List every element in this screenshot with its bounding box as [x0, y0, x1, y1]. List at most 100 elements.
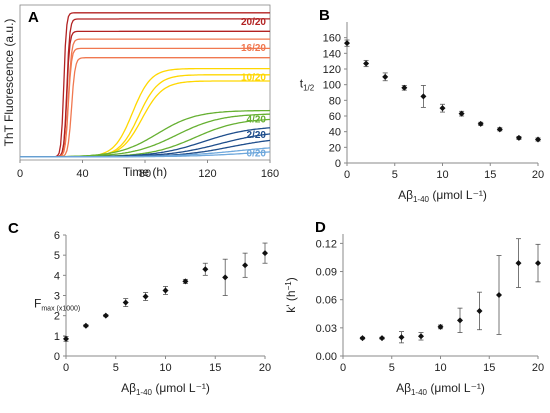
- data-point: [363, 60, 370, 67]
- y-tick-label: 0.06: [316, 295, 337, 307]
- data-point: [420, 93, 427, 100]
- data-point: [457, 317, 463, 324]
- data-point: [535, 136, 541, 143]
- curve-16-20-3: [20, 57, 270, 158]
- x-tick-label: 5: [392, 169, 398, 181]
- y-tick-label: 80: [329, 95, 341, 107]
- panel-letter-d: D: [315, 219, 326, 236]
- x-axis-label-main: Aβ: [398, 188, 413, 202]
- series-0-20: [20, 147, 271, 158]
- x-tick-label: 15: [209, 362, 221, 374]
- data-point: [382, 73, 389, 80]
- series-label: 4/20: [247, 114, 267, 125]
- curve-16-20-1: [20, 38, 270, 158]
- data-point: [535, 260, 541, 267]
- y-axis-label: ThT Fluorescence (a.u.): [2, 19, 16, 147]
- x-tick-label: 160: [261, 168, 279, 180]
- x-tick-label: 0: [17, 168, 23, 180]
- data-point: [202, 266, 209, 273]
- y-axis-label-main: t: [300, 77, 304, 91]
- y-axis-label-end: ): [284, 277, 298, 281]
- x-tick-label: 15: [484, 169, 496, 181]
- panel-letter-a: A: [28, 9, 39, 26]
- plot-frame-a: [19, 4, 271, 161]
- x-axis-label: Aβ1-40 (μmol L⁻¹): [398, 188, 487, 204]
- series-16-20: [20, 38, 270, 158]
- x-axis-label-sub: 1-40: [411, 388, 428, 397]
- x-axis-label-sub: 1-40: [413, 195, 430, 204]
- x-axis-label-main: Aβ: [396, 381, 411, 395]
- x-axis-label-unit: (μmol L⁻¹): [429, 188, 487, 202]
- panel-letter-c: C: [8, 220, 19, 237]
- data-point: [515, 260, 522, 267]
- curve-2-20-1: [20, 127, 271, 158]
- curve-10-20-3: [20, 80, 270, 158]
- data-point: [82, 322, 89, 329]
- y-tick-label: 140: [323, 48, 341, 60]
- panel-b: 0 5 10 15 20 0 20 40 60 80 100 120 140 160 Aβ1-40 (μmo…: [300, 7, 544, 204]
- data-point: [437, 323, 444, 330]
- data-point: [344, 40, 350, 47]
- data-point: [242, 262, 249, 269]
- y-axis-label: Fmax (x1000): [34, 297, 80, 313]
- y-tick-label: 0.12: [316, 238, 337, 250]
- curve-20-20-3: [20, 30, 270, 158]
- y-tick-label: 0.03: [316, 323, 337, 335]
- x-tick-label: 20: [532, 362, 544, 374]
- x-tick-label: 15: [483, 362, 495, 374]
- y-tick-label: 0: [54, 351, 60, 363]
- data-point: [162, 287, 169, 294]
- y-tick-label: 0: [335, 158, 341, 170]
- data-point: [262, 250, 268, 257]
- x-axis-label-sub: 1-40: [136, 388, 153, 397]
- y-tick-label: 0.09: [316, 267, 337, 279]
- x-axis-label-unit: (μmol L⁻¹): [152, 381, 210, 395]
- curve-4-20-2: [20, 113, 271, 158]
- x-axis-label-main: Aβ: [121, 381, 136, 395]
- y-axis-label-main: k' (h: [284, 290, 298, 312]
- x-tick-label: 20: [532, 169, 544, 181]
- y-tick-label: 3: [54, 291, 60, 303]
- data-point: [496, 292, 502, 298]
- x-tick-label: 10: [434, 362, 446, 374]
- series-20-20: [20, 12, 270, 158]
- data-point: [496, 126, 503, 133]
- data-point: [63, 335, 69, 342]
- data-point: [122, 299, 129, 306]
- x-tick-label: 120: [198, 168, 216, 180]
- x-axis-label: Aβ1-40 (μmol L⁻¹): [396, 381, 485, 397]
- data-point: [182, 278, 189, 285]
- x-tick-label: 0: [344, 169, 350, 181]
- data-point: [222, 274, 229, 281]
- series-label: 2/20: [247, 130, 267, 141]
- series-label: 16/20: [241, 43, 266, 54]
- x-tick-label: 40: [76, 168, 88, 180]
- y-axis-label-sub: max (x1000): [41, 306, 80, 313]
- x-tick-label: 5: [389, 362, 395, 374]
- y-axis-label: k' (h−1): [284, 277, 298, 312]
- series-label: 10/20: [241, 73, 266, 84]
- y-tick-label: 2: [54, 311, 60, 323]
- x-axis-label: Aβ1-40 (μmol L⁻¹): [121, 381, 210, 397]
- data-point: [398, 334, 405, 341]
- y-axis-label: t1/2: [300, 77, 315, 93]
- y-tick-label: 5: [54, 250, 60, 262]
- panel-a: 20/20 16/20 10/20 4/20 2/20 0/20 0 40 80 120 160 Ti…: [2, 4, 279, 180]
- data-point: [102, 312, 109, 319]
- x-tick-label: 0: [63, 362, 69, 374]
- x-tick-label: 20: [259, 362, 271, 374]
- y-axis-label-sup: −1: [284, 281, 293, 291]
- x-axis-label-unit: (μmol L⁻¹): [427, 381, 485, 395]
- data-point: [476, 307, 483, 314]
- y-tick-label: 120: [323, 64, 341, 76]
- y-tick-label: 20: [329, 142, 341, 154]
- data-point: [458, 110, 465, 117]
- data-point: [359, 335, 366, 342]
- x-axis-label: Time (h): [123, 165, 167, 179]
- panel-d: 0 5 10 15 20 0.00 0.03 0.06 0.09 0.12 Aβ1-40 (μmol…: [284, 219, 544, 397]
- curve-0-20-2: [20, 151, 271, 158]
- x-tick-label: 0: [340, 362, 346, 374]
- panel-letter-b: B: [319, 7, 330, 24]
- data-point: [379, 335, 385, 342]
- x-tick-label: 80: [139, 168, 151, 180]
